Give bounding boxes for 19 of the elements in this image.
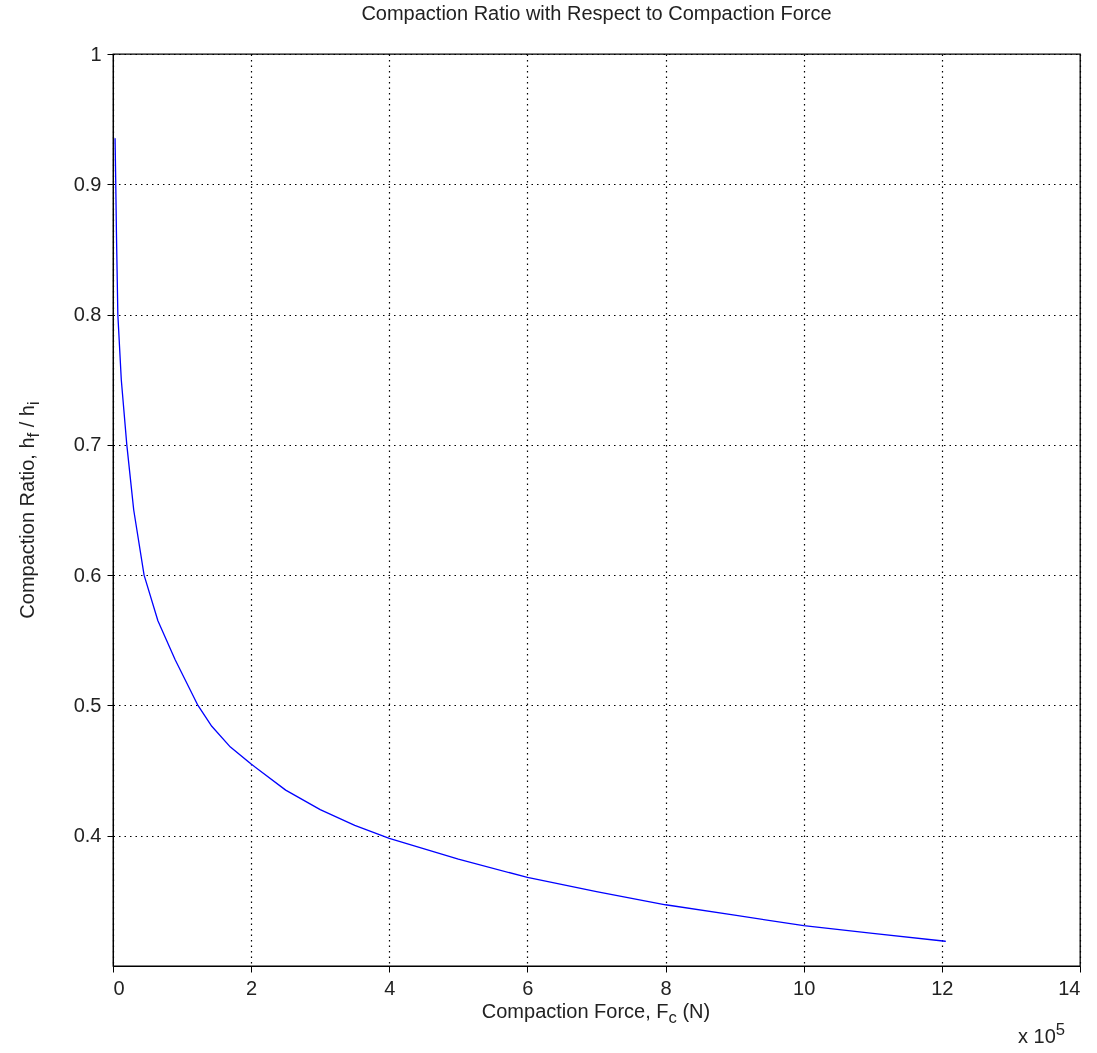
x-tick-label: 0 — [113, 976, 125, 999]
y-tick-label: 0.4 — [73, 824, 102, 847]
x-tick-label: 12 — [931, 976, 954, 999]
x-tick-label: 6 — [522, 976, 534, 999]
line-series — [114, 138, 946, 942]
x-axis-title: Compaction Force, F$_{c}$ (N) — [481, 1000, 711, 1028]
x-tick-label: 14 — [1058, 976, 1081, 999]
chart-title: Compaction Ratio with Respect to Compaction Force — [361, 2, 832, 24]
x-tick-label: 10 — [793, 976, 816, 999]
text: x 10$^{5}$ — [1018, 1020, 1066, 1048]
y-tick-label: 1 — [90, 42, 102, 65]
x-tick-label: 4 — [384, 976, 396, 999]
y-tick-label: 0.9 — [73, 172, 102, 195]
y-tick-label: 0.8 — [73, 303, 102, 326]
y-tick-label: 0.5 — [73, 693, 102, 716]
x-tick-label: 2 — [246, 976, 258, 999]
x-tick-label: 8 — [660, 976, 672, 999]
y-tick-label: 0.7 — [73, 433, 102, 456]
y-tick-label: 0.6 — [73, 563, 102, 586]
